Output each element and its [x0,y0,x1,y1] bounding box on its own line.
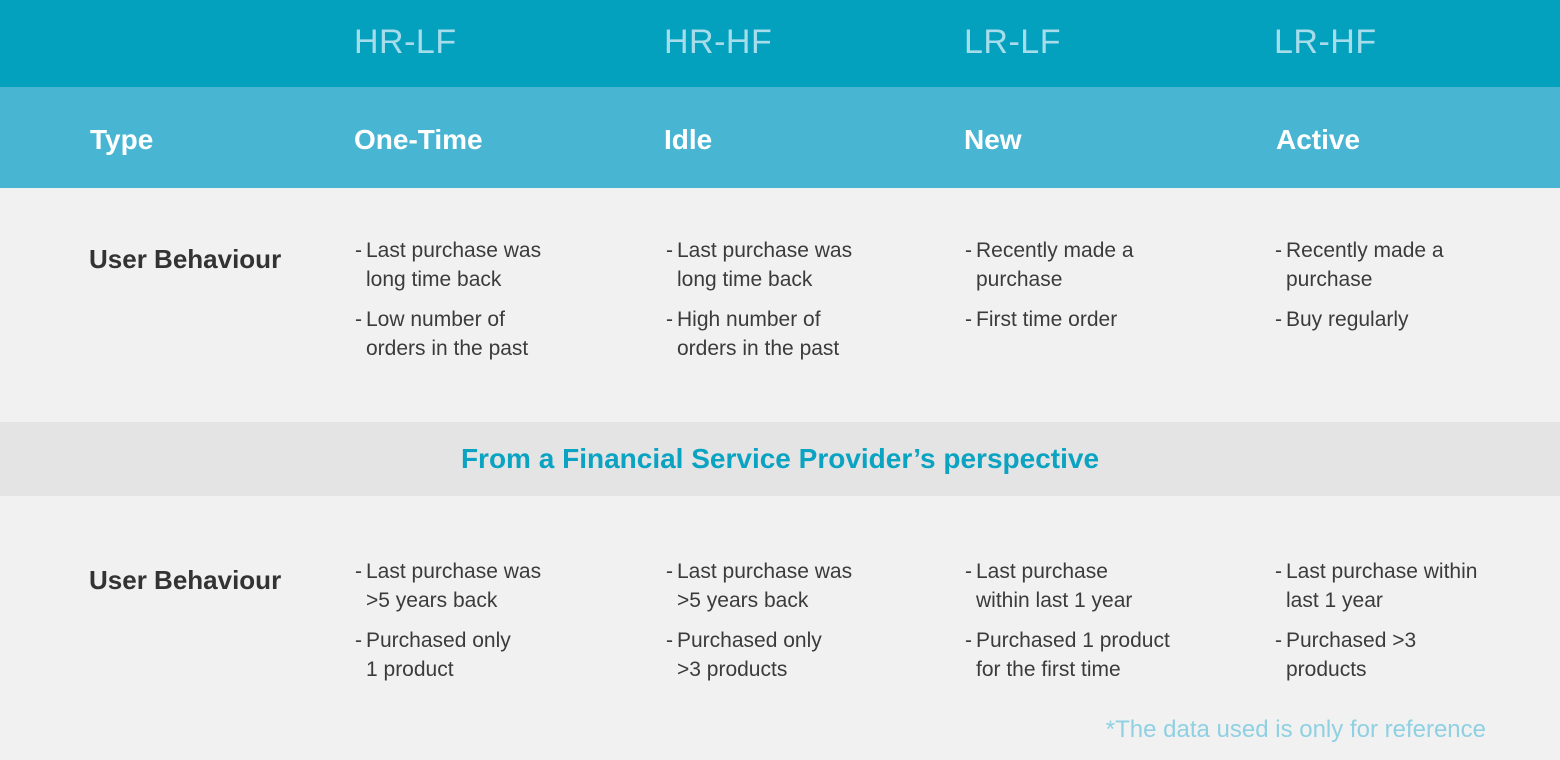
general-new-list: Recently made a purchase First time orde… [965,236,1235,345]
code-header-band [0,0,1560,87]
financial-one-time-list: Last purchase was >5 years back Purchase… [355,557,625,695]
type-one-time: One-Time [354,124,483,155]
perspective-divider [0,422,1560,496]
type-active: Active [1276,124,1361,155]
segment-code-hr-hf: HR-HF [664,23,773,61]
financial-idle-list: Last purchase was >5 years back Purchase… [666,557,936,695]
financial-row-label: User Behaviour [89,565,282,595]
segment-code-lr-lf: LR-LF [964,23,1061,61]
list-item: Last purchase within last 1 year [965,557,1235,615]
list-item: Last purchase was >5 years back [355,557,625,615]
list-item: Buy regularly [1275,305,1545,334]
financial-active-list: Last purchase within last 1 year Purchas… [1275,557,1545,695]
list-item: Last purchase within last 1 year [1275,557,1545,615]
segment-code-hr-lf: HR-LF [354,23,457,61]
list-item: Recently made a purchase [965,236,1235,294]
list-item: High number of orders in the past [666,305,936,363]
type-idle: Idle [664,124,713,155]
general-idle-list: Last purchase was long time back High nu… [666,236,936,374]
general-one-time-list: Last purchase was long time back Low num… [355,236,625,374]
list-item: Purchased >3 products [1275,626,1545,684]
general-row-label: User Behaviour [89,244,282,274]
reference-footnote: *The data used is only for reference [1105,716,1486,743]
type-row-label: Type [90,124,154,155]
financial-new-list: Last purchase within last 1 year Purchas… [965,557,1235,695]
segment-code-lr-hf: LR-HF [1274,23,1377,61]
list-item: Purchased only 1 product [355,626,625,684]
general-active-list: Recently made a purchase Buy regularly [1275,236,1545,345]
perspective-title: From a Financial Service Provider’s pers… [460,443,1100,474]
type-header-band [0,87,1560,188]
list-item: Purchased only >3 products [666,626,936,684]
list-item: First time order [965,305,1235,334]
list-item: Last purchase was >5 years back [666,557,936,615]
list-item: Last purchase was long time back [355,236,625,294]
list-item: Last purchase was long time back [666,236,936,294]
list-item: Low number of orders in the past [355,305,625,363]
list-item: Recently made a purchase [1275,236,1545,294]
list-item: Purchased 1 product for the first time [965,626,1235,684]
type-new: New [964,124,1022,155]
